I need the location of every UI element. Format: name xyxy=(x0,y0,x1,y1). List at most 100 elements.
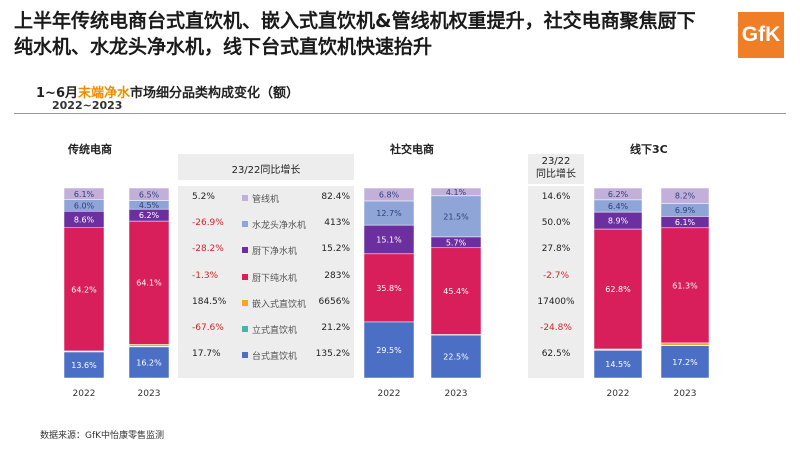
growth-value: 17.7% xyxy=(192,349,221,360)
growth-value-offline: 62.5% xyxy=(541,349,571,360)
x-tick-label: 2022 xyxy=(73,389,96,399)
data-label: 6.8% xyxy=(379,190,400,199)
growth-value-offline: 27.8% xyxy=(541,244,571,255)
x-tick-label: 2022 xyxy=(607,389,630,399)
growth-value-2: 283% xyxy=(324,270,350,281)
bar-segment-0-1-3 xyxy=(128,220,170,345)
legend-swatch xyxy=(242,273,248,280)
subtitle-prefix: 1~6月 xyxy=(36,86,78,101)
data-label: 8.2% xyxy=(675,192,696,201)
bar-segment-2-1-2 xyxy=(660,342,710,346)
growth-value-2: 135.2% xyxy=(315,349,350,360)
subtitle-suffix: 市场细分品类构成变化（额） xyxy=(130,86,300,101)
panel-title-offline: 线下3C xyxy=(630,143,668,156)
bar-segment-0-0-6 xyxy=(63,187,105,200)
data-label: 4.1% xyxy=(446,188,467,197)
bar-segment-2-0-6 xyxy=(593,187,643,201)
x-tick-label: 2023 xyxy=(445,389,468,399)
x-tick-label: 2023 xyxy=(138,389,161,399)
bar-segment-2-1-6 xyxy=(660,187,710,204)
bar-segment-0-0-0 xyxy=(63,351,105,379)
data-label: 16.2% xyxy=(136,358,162,367)
data-label: 6.1% xyxy=(675,218,696,227)
data-label: 6.9% xyxy=(675,206,696,215)
data-label: 6.2% xyxy=(608,190,629,199)
growth-value-2: 82.4% xyxy=(321,192,350,202)
data-label: 17.2% xyxy=(672,358,698,367)
legend-label: 管线机 xyxy=(252,195,280,205)
bar-segment-0-1-0 xyxy=(128,346,170,379)
data-source: 数据来源：GfK中怡康零售监测 xyxy=(40,431,165,441)
growth-value: -26.9% xyxy=(192,218,224,229)
chart-subtitle: 1~6月末端净水市场细分品类构成变化（额） xyxy=(36,82,299,101)
growth-value: -67.6% xyxy=(192,323,224,333)
growth-value-offline: 17400% xyxy=(537,296,575,307)
page-headline: 上半年传统电商台式直饮机、嵌入式直饮机&管线机权重提升，社交电商聚焦厨下纯水机、… xyxy=(14,10,696,58)
legend-swatch xyxy=(242,247,248,254)
growth-value-2: 413% xyxy=(324,218,350,229)
data-label: 6.1% xyxy=(74,190,95,199)
years-range: 2022~2023 xyxy=(52,99,123,112)
legend-label: 水龙头净水机 xyxy=(252,221,307,232)
growth-value-offline: -2.7% xyxy=(542,270,570,281)
growth-value: 184.5% xyxy=(192,296,227,307)
legend-swatch xyxy=(242,221,248,228)
data-label: 8.6% xyxy=(74,215,95,224)
bar-segment-2-0-3 xyxy=(593,228,643,350)
data-label: 15.1% xyxy=(376,235,402,244)
bar-segment-0-1-6 xyxy=(128,187,170,201)
data-label: 13.6% xyxy=(71,361,97,370)
growth-header-traditional: 23/22同比增长 xyxy=(231,165,301,176)
data-label: 61.3% xyxy=(672,281,698,290)
bar-segment-2-0-0 xyxy=(593,350,643,379)
data-label: 22.5% xyxy=(443,353,469,362)
panel-title-social: 社交电商 xyxy=(390,143,434,156)
data-label: 12.7% xyxy=(376,209,402,218)
bar-segment-0-1-2 xyxy=(128,344,170,347)
bar-segment-1-1-5 xyxy=(430,195,482,238)
growth-value: 5.2% xyxy=(192,192,215,202)
legend-swatch xyxy=(242,195,248,201)
x-tick-label: 2023 xyxy=(674,389,697,399)
growth-value-2: 21.2% xyxy=(321,323,350,333)
data-label: 29.5% xyxy=(376,346,402,355)
header-divider xyxy=(14,113,786,114)
data-label: 4.5% xyxy=(139,201,160,210)
growth-header-box-traditional xyxy=(178,154,354,180)
subtitle-highlight: 末端净水 xyxy=(77,86,130,101)
bar-segment-1-0-4 xyxy=(363,224,415,255)
growth-value-offline: 14.6% xyxy=(541,192,571,202)
growth-value-2: 6656% xyxy=(318,296,350,307)
data-label: 6.0% xyxy=(74,201,95,210)
data-label: 6.5% xyxy=(139,190,160,199)
bar-segment-1-1-3 xyxy=(430,247,482,335)
growth-header-offline-line2: 同比增长 xyxy=(536,169,576,180)
legend-label: 嵌入式直饮机 xyxy=(252,299,307,310)
bar-segment-2-1-3 xyxy=(660,227,710,344)
data-label: 14.5% xyxy=(605,360,631,369)
legend-swatch xyxy=(242,352,248,359)
data-label: 35.8% xyxy=(376,284,402,293)
data-label: 5.7% xyxy=(446,238,467,247)
legend-label: 厨下纯水机 xyxy=(252,273,298,284)
bar-segment-1-0-5 xyxy=(363,200,415,226)
legend-label: 厨下净水机 xyxy=(252,247,298,258)
legend-swatch xyxy=(242,299,248,306)
growth-value: -28.2% xyxy=(192,244,224,255)
panel-title-traditional: 传统电商 xyxy=(68,143,112,156)
data-label: 64.1% xyxy=(136,279,162,288)
data-label: 21.5% xyxy=(443,212,469,221)
growth-value-offline: 50.0% xyxy=(541,218,571,229)
bar-segment-1-1-6 xyxy=(430,187,482,197)
bar-segment-2-1-0 xyxy=(660,345,710,379)
legend-swatch xyxy=(242,326,248,332)
bar-segment-1-0-6 xyxy=(363,187,415,202)
growth-value-2: 15.2% xyxy=(321,244,350,255)
legend-label: 台式直饮机 xyxy=(252,352,298,363)
bar-segment-1-1-0 xyxy=(430,334,482,379)
data-label: 64.2% xyxy=(71,285,97,294)
legend-label: 立式直饮机 xyxy=(252,326,298,336)
growth-value-offline: -24.8% xyxy=(540,323,572,333)
growth-header-offline: 23/22 同比增长 xyxy=(528,155,584,181)
data-label: 45.4% xyxy=(443,287,469,296)
